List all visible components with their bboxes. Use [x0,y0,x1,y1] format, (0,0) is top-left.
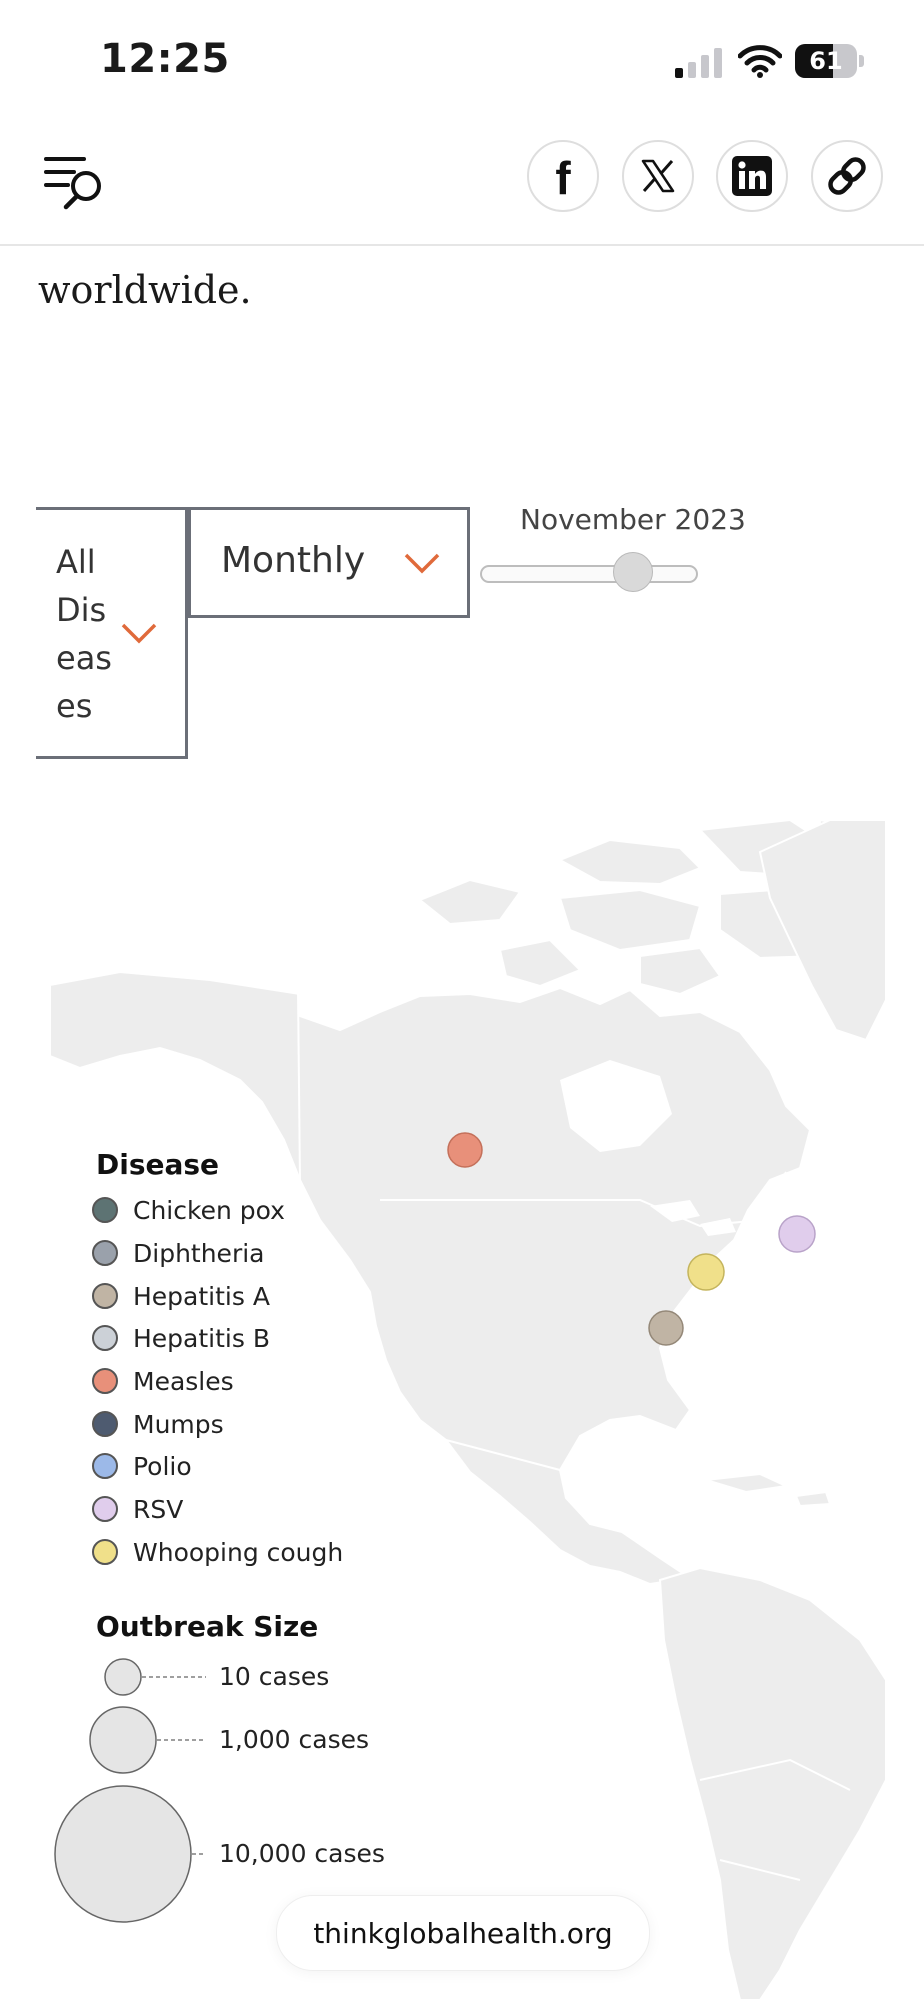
size-swatch-small [104,1658,142,1696]
article-toolbar: f [0,120,924,246]
chevron-down-icon [404,553,440,574]
share-linkedin-button[interactable] [716,140,788,212]
legend-swatch [92,1240,118,1266]
facebook-icon: f [555,152,571,204]
legend-item-hepatitis-a: Hepatitis A [92,1278,270,1314]
date-slider-track[interactable] [480,565,698,583]
legend-swatch [92,1368,118,1394]
legend-swatch [92,1283,118,1309]
chevron-down-icon [121,623,157,644]
size-swatch-medium [89,1706,157,1774]
link-icon [828,157,866,195]
legend-size-title: Outbreak Size [96,1610,319,1643]
period-filter-select[interactable]: Monthly [188,507,470,618]
legend-swatch [92,1539,118,1565]
legend-item-hepatitis-b: Hepatitis B [92,1320,270,1356]
linkedin-icon [732,156,772,196]
legend-item-mumps: Mumps [92,1406,224,1442]
legend-label: Polio [133,1451,192,1481]
disease-filter-value: All Diseases [56,543,112,725]
legend-swatch [92,1411,118,1437]
source-url-pill[interactable]: thinkglobalhealth.org [276,1895,650,1971]
share-x-button[interactable] [622,140,694,212]
legend-label: Chicken pox [133,1195,285,1225]
legend-item-polio: Polio [92,1448,192,1484]
legend-item-measles: Measles [92,1363,234,1399]
legend-swatch [92,1496,118,1522]
date-slider-thumb[interactable] [613,552,653,592]
legend-label: Mumps [133,1409,224,1439]
legend-item-whooping-cough: Whooping cough [92,1534,343,1570]
size-swatch-large [54,1785,192,1923]
legend-item-diphtheria: Diphtheria [92,1235,264,1271]
article-paragraph-fragment: worldwide. [38,268,252,312]
cellular-signal-icon [675,46,725,78]
outbreak-hepatitis-a[interactable] [648,1310,684,1346]
size-label-large: 10,000 cases [219,1839,385,1868]
share-facebook-button[interactable]: f [527,140,599,212]
x-icon [641,159,675,193]
battery-icon: 61 [795,44,864,78]
menu-search-icon[interactable] [44,154,108,210]
outbreak-rsv[interactable] [778,1215,816,1253]
legend-label: Hepatitis A [133,1281,270,1311]
size-legend-graphic [54,1658,206,1923]
date-slider-label: November 2023 [520,503,746,536]
status-time: 12:25 [100,36,230,82]
disease-filter-select[interactable]: All Diseases [36,507,188,759]
outbreak-measles[interactable] [447,1132,483,1168]
wifi-icon [738,45,782,78]
legend-swatch [92,1325,118,1351]
legend-disease-title: Disease [96,1148,220,1181]
size-label-medium: 1,000 cases [219,1725,370,1754]
outbreak-whooping-cough[interactable] [687,1253,725,1291]
map-landmass [49,818,887,2000]
legend-label: Whooping cough [133,1537,344,1567]
period-filter-value: Monthly [221,540,366,581]
legend-item-chicken-pox: Chicken pox [92,1192,285,1228]
legend-label: Diphtheria [133,1238,265,1268]
battery-percent: 61 [809,47,843,75]
legend-item-rsv: RSV [92,1491,183,1527]
outbreak-map[interactable] [0,780,924,2000]
legend-swatch [92,1197,118,1223]
legend-label: Measles [133,1366,234,1396]
copy-link-button[interactable] [811,140,883,212]
size-label-small: 10 cases [219,1662,330,1691]
map-borders [297,989,851,1881]
legend-swatch [92,1453,118,1479]
legend-label: RSV [133,1494,184,1524]
legend-label: Hepatitis B [133,1323,270,1353]
status-bar: 12:25 61 [0,0,924,120]
